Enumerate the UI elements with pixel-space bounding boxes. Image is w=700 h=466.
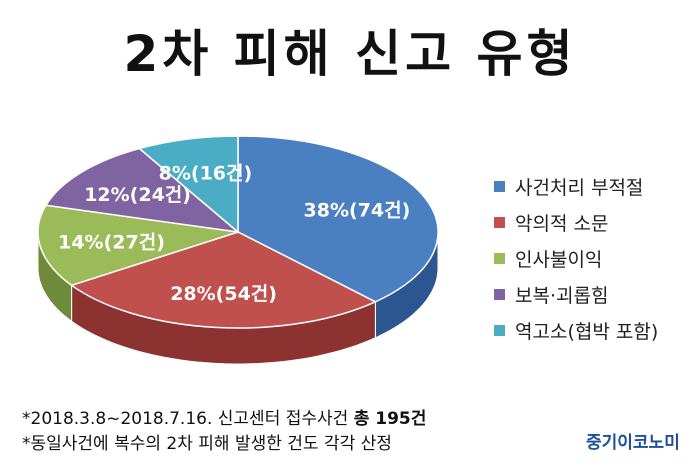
legend-swatch-1	[494, 216, 505, 228]
slice-label-3: 12%(24건)	[84, 184, 191, 206]
pie-slice-4	[137, 135, 239, 234]
note-counting: *동일사건에 복수의 2차 피해 발생한 건도 각각 산정	[22, 434, 392, 454]
legend-item-1: 악의적 소문	[494, 204, 658, 240]
legend-label-3: 보복·괴롭힘	[515, 284, 609, 307]
legend-swatch-4	[494, 324, 505, 336]
slice-label-2: 14%(27건)	[58, 231, 165, 253]
legend-swatch-0	[494, 180, 505, 192]
pie-slice-1	[69, 231, 378, 329]
pie-slice-3	[44, 147, 241, 234]
slice-label-4: 8%(16건)	[159, 163, 253, 185]
note-period: *2018.3.8~2018.7.16. 신고센터 접수사건 총 195건	[22, 404, 426, 429]
brand-logo: 중기이코노미	[586, 433, 680, 453]
legend-label-4: 역고소(협박 포함)	[515, 320, 659, 343]
note-period-text: *2018.3.8~2018.7.16. 신고센터 접수사건	[22, 409, 354, 429]
legend-swatch-2	[494, 252, 505, 264]
chart-title: 2차 피해 신고 유형	[123, 25, 577, 83]
slice-label-0: 38%(74건)	[304, 199, 411, 221]
legend-item-2: 인사불이익	[494, 240, 658, 276]
legend-item-3: 보복·괴롭힘	[494, 276, 658, 312]
legend-label-1: 악의적 소문	[515, 212, 609, 235]
legend-label-0: 사건처리 부적절	[515, 176, 644, 199]
legend-item-4: 역고소(협박 포함)	[494, 312, 658, 348]
legend-swatch-3	[494, 288, 505, 300]
note-total: 총 195건	[353, 409, 427, 429]
legend-label-2: 인사불이익	[515, 248, 603, 271]
legend-item-0: 사건처리 부적절	[494, 168, 658, 204]
slice-label-1: 28%(54건)	[170, 283, 277, 305]
pie-slice-0	[237, 135, 439, 303]
